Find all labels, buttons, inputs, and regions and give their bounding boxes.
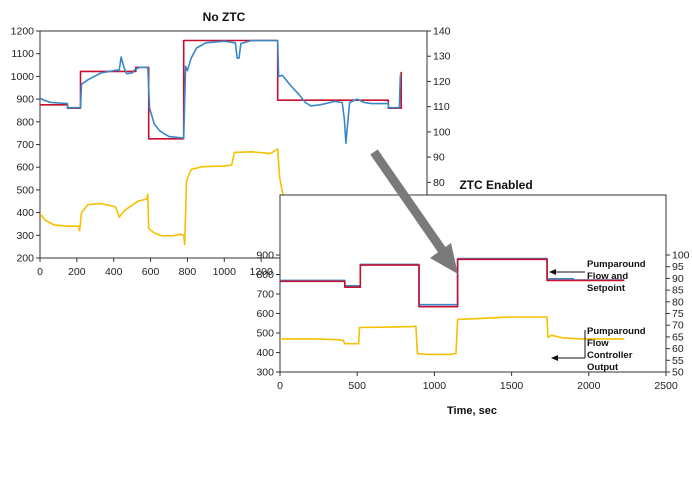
- y2-tick-label: 100: [672, 250, 690, 262]
- y-tick-label: 400: [256, 347, 274, 359]
- annotation-controller-output: Pumparound Flow Controller Output: [551, 326, 646, 373]
- series-line-1: [40, 39, 402, 145]
- annotation-line: Pumparound: [587, 326, 646, 337]
- series-line-2: [280, 316, 625, 356]
- y2-tick-label: 50: [672, 367, 684, 379]
- x-axis: 0 500 1000 1500 2000 2500: [277, 372, 678, 392]
- y2-tick-label: 120: [433, 76, 451, 88]
- chart-title: No ZTC: [203, 10, 246, 24]
- y-tick-label: 900: [16, 94, 34, 106]
- y-tick-label: 500: [256, 328, 274, 340]
- y-tick-label: 1200: [11, 26, 35, 38]
- x-tick-label: 1000: [423, 380, 447, 392]
- annotation-line: Setpoint: [587, 283, 626, 294]
- y-tick-label: 700: [256, 289, 274, 301]
- annotation-line: Flow and: [587, 271, 628, 282]
- y-tick-label: 600: [16, 162, 34, 174]
- x-axis-label: Time, sec: [447, 405, 497, 417]
- y2-tick-label: 75: [672, 308, 684, 320]
- y2-tick-label: 80: [433, 177, 445, 189]
- y2-tick-label: 90: [672, 273, 684, 285]
- x-tick-label: 2000: [577, 380, 601, 392]
- x-tick-label: 1000: [213, 266, 237, 278]
- annotation-arrowhead: [551, 355, 558, 361]
- x-tick-label: 600: [142, 266, 160, 278]
- y2-tick-label: 85: [672, 285, 684, 297]
- y2-tick-label: 65: [672, 331, 684, 343]
- y-tick-label: 1100: [11, 48, 34, 60]
- y2-tick-label: 130: [433, 51, 451, 63]
- series-line-0: [280, 257, 625, 306]
- x-tick-label: 0: [277, 380, 283, 392]
- y-tick-label: 800: [16, 116, 34, 128]
- y-tick-label: 900: [256, 250, 274, 262]
- annotation-line: Controller: [587, 350, 633, 361]
- y-tick-label: 700: [16, 139, 34, 151]
- chart-title: ZTC Enabled: [459, 178, 532, 192]
- x-tick-label: 400: [105, 266, 123, 278]
- y2-tick-label: 55: [672, 355, 684, 367]
- annotation-line: Output: [587, 362, 619, 373]
- y2-tick-label: 70: [672, 320, 684, 332]
- x-tick-label: 800: [179, 266, 197, 278]
- y-tick-label: 600: [256, 308, 274, 320]
- annotation-line: Pumparound: [587, 259, 646, 270]
- y2-tick-label: 100: [433, 126, 451, 138]
- y-tick-label: 400: [16, 207, 34, 219]
- x-tick-label: 200: [68, 266, 86, 278]
- y-tick-label: 1000: [11, 71, 35, 83]
- y2-tick-label: 140: [433, 26, 451, 38]
- y-tick-label: 200: [16, 253, 34, 265]
- annotation-flow-setpoint: Pumparound Flow and Setpoint: [549, 259, 646, 294]
- plot-frame: [279, 194, 667, 373]
- transition-arrow: [370, 149, 458, 274]
- x-tick-label: 1200: [249, 266, 273, 278]
- y2-tick-label: 60: [672, 343, 684, 355]
- x-tick-label: 2500: [654, 380, 678, 392]
- y2-tick-label: 80: [672, 296, 684, 308]
- y-axis-left: 200 300 400 500 600 700 800 900 1000 1100 1200: [11, 26, 40, 265]
- x-tick-label: 1500: [500, 380, 524, 392]
- arrow-shaft: [370, 149, 446, 253]
- annotation-line: Flow: [587, 338, 609, 349]
- series-group: [280, 257, 625, 356]
- series-line-1: [280, 258, 625, 308]
- x-tick-label: 500: [348, 380, 366, 392]
- y-tick-label: 300: [256, 367, 274, 379]
- y-tick-label: 300: [16, 230, 34, 242]
- y2-tick-label: 110: [433, 101, 450, 113]
- x-tick-label: 0: [37, 266, 43, 278]
- y-tick-label: 500: [16, 184, 34, 196]
- y2-tick-label: 90: [433, 152, 445, 164]
- y2-tick-label: 95: [672, 261, 684, 273]
- y-tick-label: 800: [256, 269, 274, 281]
- arrow-head: [430, 243, 458, 274]
- annotation-arrowhead: [549, 269, 556, 275]
- y-axis-left: 300 400 500 600 700 800 900: [256, 250, 280, 379]
